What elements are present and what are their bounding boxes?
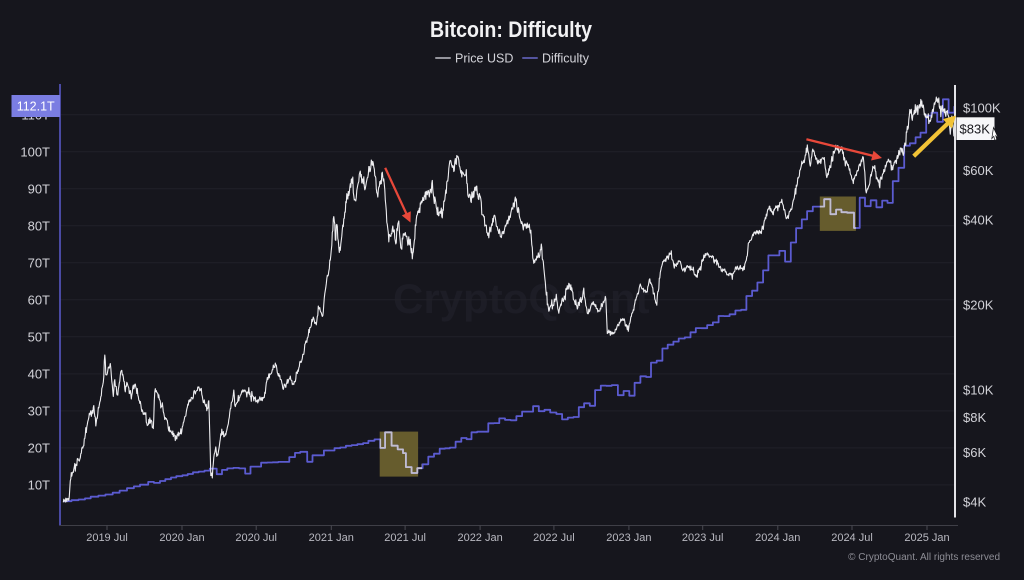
svg-text:20T: 20T [28,440,50,455]
svg-text:2023 Jul: 2023 Jul [682,532,724,544]
svg-text:2021 Jul: 2021 Jul [384,532,426,544]
svg-text:Price USD: Price USD [455,52,513,66]
svg-text:$10K: $10K [963,383,994,398]
svg-text:$60K: $60K [963,163,994,178]
svg-text:2025 Jan: 2025 Jan [904,532,949,544]
svg-text:70T: 70T [28,255,50,270]
svg-text:112.1T: 112.1T [17,100,55,114]
svg-text:60T: 60T [28,292,50,307]
svg-text:2020 Jan: 2020 Jan [159,532,204,544]
svg-text:$20K: $20K [963,298,994,313]
svg-text:Bitcoin: Difficulty: Bitcoin: Difficulty [430,17,593,42]
svg-text:CryptoQuant: CryptoQuant [393,275,650,322]
svg-text:100T: 100T [20,144,50,159]
svg-text:2020 Jul: 2020 Jul [235,532,277,544]
svg-text:$4K: $4K [963,495,986,510]
svg-text:Difficulty: Difficulty [542,52,590,66]
svg-text:90T: 90T [28,181,50,196]
svg-text:50T: 50T [28,329,50,344]
svg-text:$6K: $6K [963,445,986,460]
svg-text:10T: 10T [28,477,50,492]
svg-text:2022 Jan: 2022 Jan [457,532,502,544]
svg-text:2023 Jan: 2023 Jan [606,532,651,544]
svg-text:2024 Jul: 2024 Jul [831,532,873,544]
svg-text:© CryptoQuant. All rights rese: © CryptoQuant. All rights reserved [848,552,1000,563]
svg-text:$83K: $83K [960,122,991,137]
svg-text:2024 Jan: 2024 Jan [755,532,800,544]
svg-text:2019 Jul: 2019 Jul [86,532,128,544]
svg-text:$8K: $8K [963,410,986,425]
svg-text:$40K: $40K [963,213,994,228]
svg-text:80T: 80T [28,218,50,233]
svg-text:30T: 30T [28,403,50,418]
svg-text:2021 Jan: 2021 Jan [309,532,354,544]
svg-text:$100K: $100K [963,101,1001,116]
svg-text:40T: 40T [28,366,50,381]
svg-text:2022 Jul: 2022 Jul [533,532,575,544]
